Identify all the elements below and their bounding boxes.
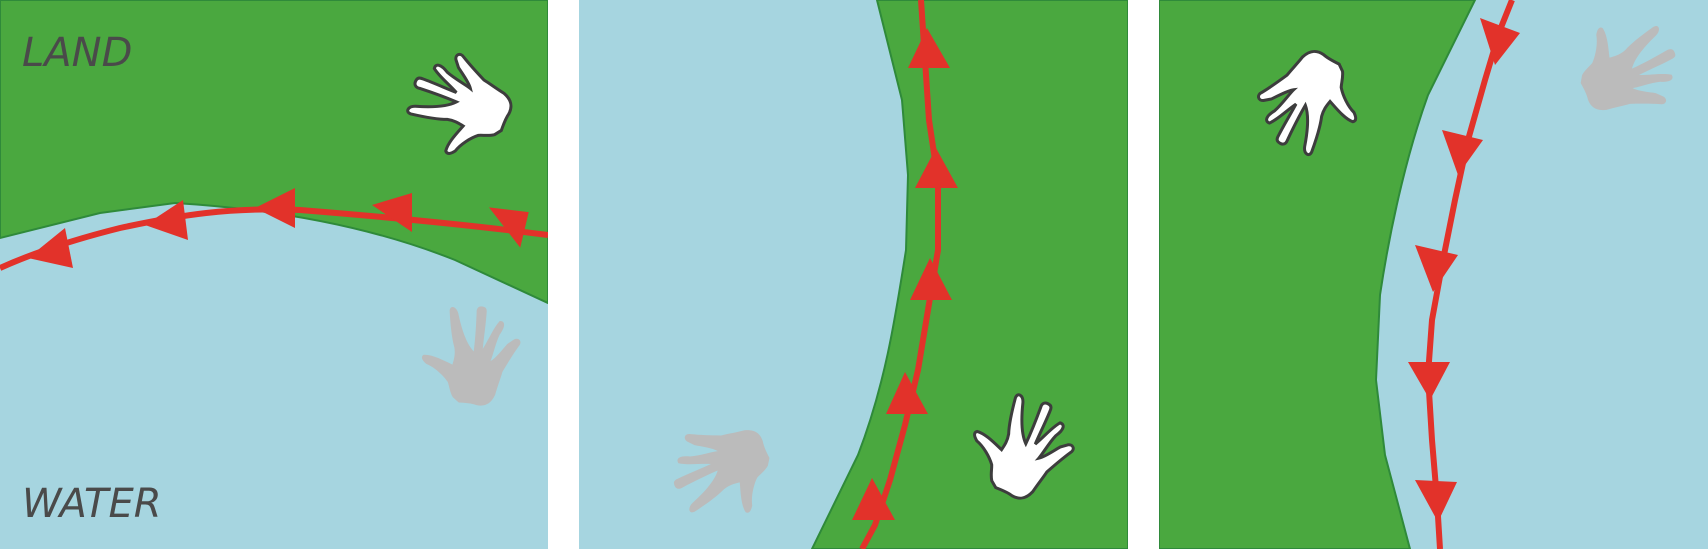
land-region <box>1158 0 1477 549</box>
path-arrow <box>1408 362 1450 400</box>
path-arrow <box>915 148 958 188</box>
panel-3 <box>1158 0 1708 549</box>
panel-2 <box>579 0 1129 549</box>
panel-1: LAND WATER <box>0 0 549 549</box>
path-arrow <box>28 228 73 268</box>
gutter <box>548 0 579 549</box>
land-label: LAND <box>22 30 132 76</box>
path-arrow <box>1415 480 1457 522</box>
path-arrow <box>372 193 412 232</box>
water-label: WATER <box>22 481 162 527</box>
path-arrow <box>1442 130 1483 175</box>
path-arrow <box>910 258 952 300</box>
path-arrow <box>255 188 295 228</box>
path-arrow <box>886 372 928 414</box>
path-arrow <box>1415 245 1458 292</box>
path-arrow <box>852 478 895 520</box>
path-arrow <box>145 200 188 240</box>
robot-path <box>0 206 549 271</box>
path-arrow <box>488 207 529 248</box>
path-arrow <box>908 28 950 68</box>
gutter <box>1128 0 1159 549</box>
path-arrow <box>1480 18 1520 65</box>
